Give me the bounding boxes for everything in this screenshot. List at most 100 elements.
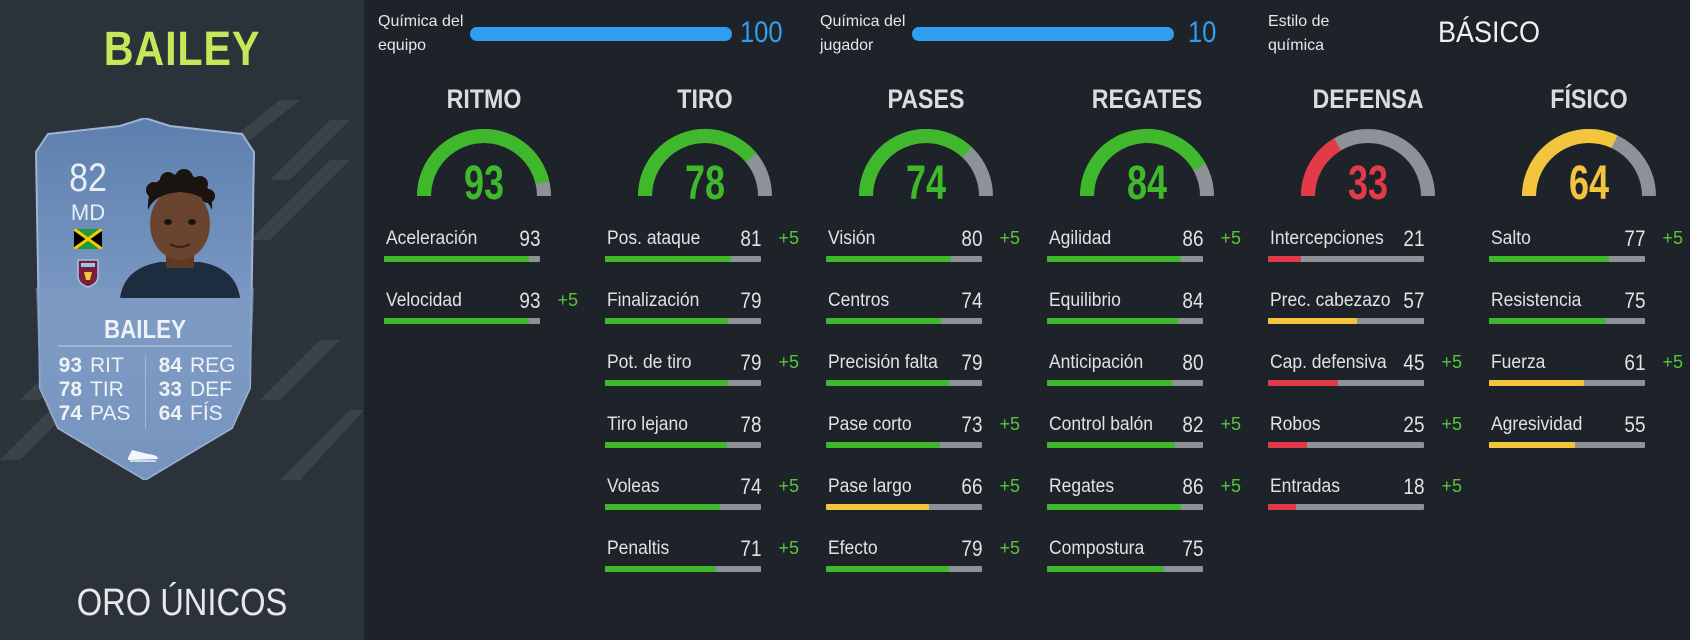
attribute-row[interactable]: Precisión falta 79 — [826, 350, 1026, 414]
attribute-row[interactable]: Equilibrio 84 — [1047, 288, 1247, 352]
attribute-row[interactable]: Agresividad 55 — [1489, 412, 1689, 476]
chemistry-bar: Química del equipo 100 Química del jugador… — [364, 0, 1690, 70]
team-chemistry-fill — [470, 27, 732, 41]
attribute-bar-fill — [1489, 256, 1610, 262]
attribute-value: 55 — [1623, 412, 1645, 437]
attribute-bar-track — [826, 380, 982, 386]
attribute-row[interactable]: Fuerza 61 +5 — [1489, 350, 1689, 414]
attribute-value: 81 — [739, 226, 761, 251]
attribute-bar-track — [1489, 442, 1645, 448]
category-rating: 74 — [905, 157, 947, 210]
attribute-bonus: +5 — [1441, 352, 1462, 372]
attribute-row[interactable]: Salto 77 +5 — [1489, 226, 1689, 290]
attribute-row[interactable]: Resistencia 75 — [1489, 288, 1689, 352]
attribute-name: Agilidad — [1049, 228, 1112, 249]
chemistry-style-value[interactable]: BÁSICO — [1438, 16, 1541, 49]
attribute-bar-track — [1047, 504, 1203, 510]
attribute-name: Penaltis — [607, 538, 670, 559]
attribute-name: Robos — [1270, 414, 1321, 435]
attribute-value: 77 — [1623, 226, 1645, 251]
attribute-row[interactable]: Finalización 79 — [605, 288, 805, 352]
category-gauge — [638, 129, 772, 197]
attribute-value: 93 — [518, 288, 540, 313]
attribute-bar-fill — [1489, 318, 1606, 324]
attribute-row[interactable]: Penaltis 71 +5 — [605, 536, 805, 600]
attribute-bar-fill — [1268, 504, 1297, 510]
category-title: TIRO — [677, 84, 733, 114]
attribute-bonus: +5 — [999, 228, 1020, 248]
category-gauge — [859, 129, 993, 197]
attribute-bar-track — [605, 504, 761, 510]
attribute-value: 25 — [1402, 412, 1424, 437]
attribute-bar-track — [1268, 504, 1424, 510]
attribute-name: Cap. defensiva — [1270, 352, 1387, 373]
attribute-name: Aceleración — [386, 228, 478, 249]
attribute-bar-track — [605, 442, 761, 448]
attribute-bonus: +5 — [778, 352, 799, 372]
player-name: BAILEY — [103, 23, 261, 76]
attribute-name: Pase largo — [828, 476, 912, 497]
attribute-bar-fill — [826, 504, 929, 510]
attribute-name: Regates — [1049, 476, 1115, 497]
attribute-bonus: +5 — [999, 476, 1020, 496]
attribute-name: Efecto — [828, 538, 878, 559]
attribute-name: Centros — [828, 290, 890, 311]
attribute-bar-track — [605, 318, 761, 324]
attribute-bonus: +5 — [999, 414, 1020, 434]
attribute-row[interactable]: Anticipación 80 — [1047, 350, 1247, 414]
attribute-name: Control balón — [1049, 414, 1153, 435]
attribute-value: 86 — [1181, 226, 1203, 251]
attribute-row[interactable]: Pos. ataque 81 +5 — [605, 226, 805, 290]
attribute-bar-fill — [605, 442, 727, 448]
attribute-row[interactable]: Pase largo 66 +5 — [826, 474, 1026, 538]
team-chemistry-track — [470, 27, 732, 41]
player-panel: BAILEY 82 MD — [0, 0, 364, 640]
team-chemistry-value: 100 — [740, 16, 783, 49]
attribute-value: 61 — [1623, 350, 1645, 375]
attribute-bar-fill — [1047, 442, 1175, 448]
attribute-bar-fill — [1047, 504, 1182, 510]
attribute-bonus: +5 — [778, 228, 799, 248]
attribute-name: Visión — [828, 228, 876, 249]
attribute-row[interactable]: Compostura 75 — [1047, 536, 1247, 600]
attribute-row[interactable]: Robos 25 +5 — [1268, 412, 1468, 476]
category-rating: 64 — [1568, 157, 1610, 210]
attribute-row[interactable]: Intercepciones 21 — [1268, 226, 1468, 290]
attribute-bar-track — [1268, 256, 1424, 262]
attribute-row[interactable]: Velocidad 93 +5 — [384, 288, 584, 352]
attribute-bar-fill — [826, 566, 950, 572]
attribute-row[interactable]: Agilidad 86 +5 — [1047, 226, 1247, 290]
player-card[interactable]: 82 MD BAILEY — [28, 118, 262, 480]
attribute-bar-track — [384, 256, 540, 262]
category-title: DEFENSA — [1312, 84, 1424, 114]
attribute-row[interactable]: Prec. cabezazo 57 — [1268, 288, 1468, 352]
card-rarity: ORO ÚNICOS — [76, 582, 288, 624]
attribute-value: 74 — [739, 474, 761, 499]
attribute-row[interactable]: Visión 80 +5 — [826, 226, 1026, 290]
card-stat-pas: 74 PAS — [58, 402, 131, 425]
attribute-value: 79 — [739, 288, 761, 313]
category-title: REGATES — [1091, 84, 1203, 114]
attribute-row[interactable]: Cap. defensiva 45 +5 — [1268, 350, 1468, 414]
player-chemistry-value: 10 — [1188, 16, 1217, 49]
attribute-row[interactable]: Pot. de tiro 79 +5 — [605, 350, 805, 414]
attribute-row[interactable]: Aceleración 93 — [384, 226, 584, 290]
category-rating: 93 — [463, 157, 505, 210]
attribute-row[interactable]: Regates 86 +5 — [1047, 474, 1247, 538]
attribute-row[interactable]: Centros 74 — [826, 288, 1026, 352]
attribute-row[interactable]: Tiro lejano 78 — [605, 412, 805, 476]
gauge-fill — [1080, 129, 1206, 197]
gauge-fill — [859, 129, 972, 197]
attribute-row[interactable]: Efecto 79 +5 — [826, 536, 1026, 600]
attribute-row[interactable]: Pase corto 73 +5 — [826, 412, 1026, 476]
attribute-row[interactable]: Control balón 82 +5 — [1047, 412, 1247, 476]
attribute-value: 82 — [1181, 412, 1203, 437]
attribute-bonus: +5 — [1220, 414, 1241, 434]
category-gauge — [417, 128, 551, 197]
attribute-bar-track — [1489, 380, 1645, 386]
attribute-name: Pot. de tiro — [607, 352, 692, 373]
attribute-bonus: +5 — [778, 476, 799, 496]
attribute-bar-track — [1047, 566, 1203, 572]
attribute-row[interactable]: Voleas 74 +5 — [605, 474, 805, 538]
attribute-row[interactable]: Entradas 18 +5 — [1268, 474, 1468, 538]
